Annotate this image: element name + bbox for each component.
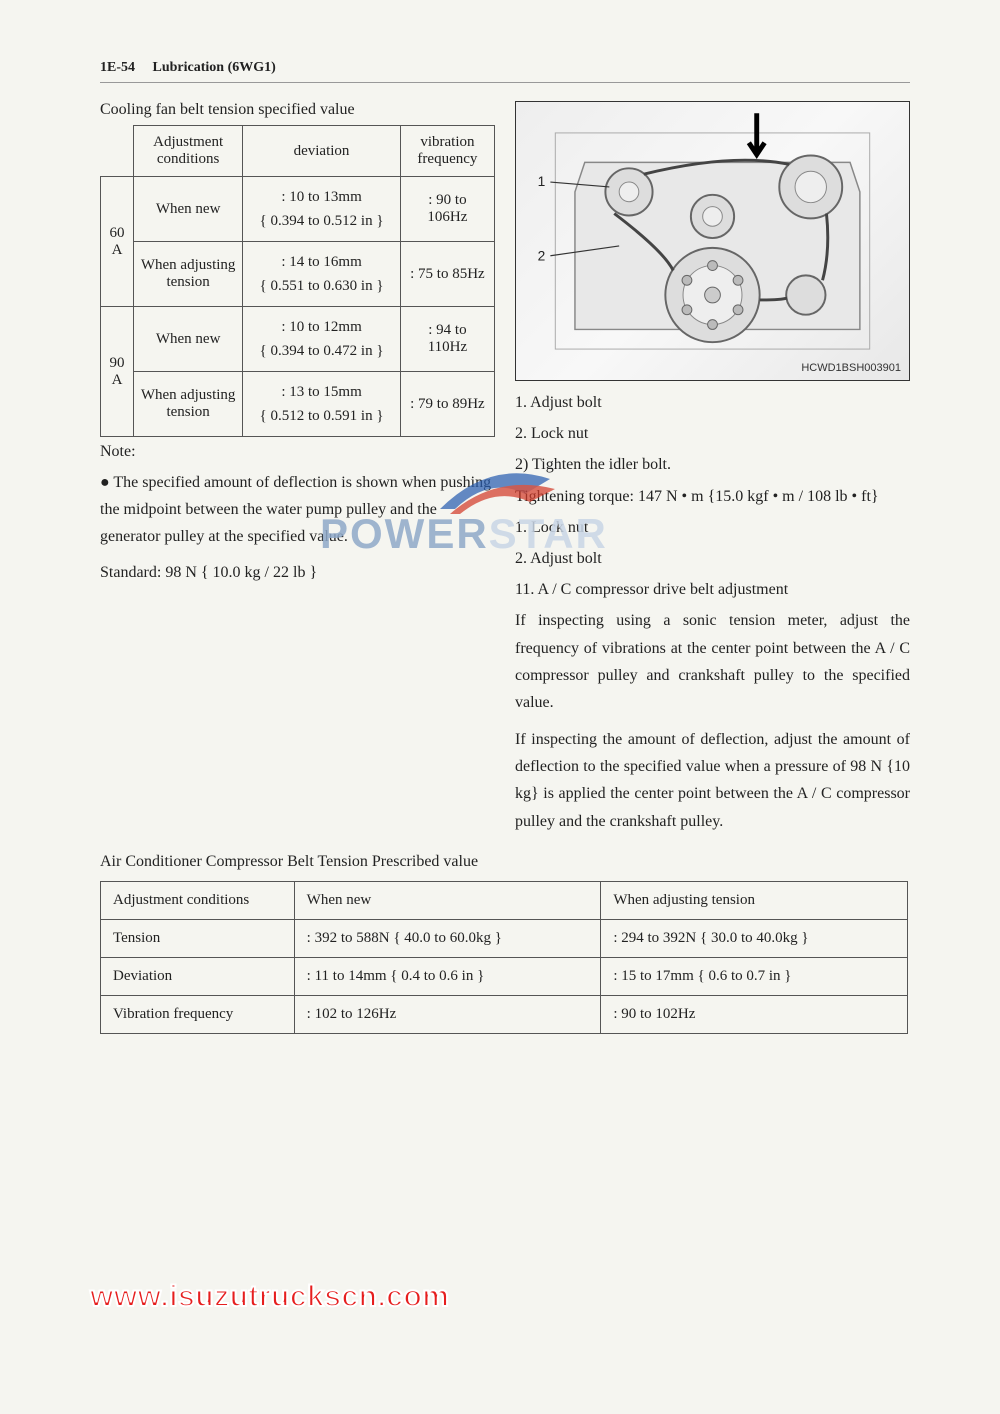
section-11: 11. A / C compressor drive belt adjustme… bbox=[515, 576, 910, 603]
watermark-url: www.isuzutruckscn.com bbox=[90, 1280, 449, 1314]
th-adj: Adjustment conditions bbox=[134, 126, 243, 177]
t2-h2: When adjusting tension bbox=[601, 881, 908, 919]
freq: : 94 to 110Hz bbox=[400, 307, 494, 372]
deflection-note: ● The specified amount of deflection is … bbox=[100, 469, 495, 551]
list2-2: 2. Adjust bolt bbox=[515, 545, 910, 572]
amp-90a: 90 A bbox=[101, 307, 134, 437]
th-dev: deviation bbox=[243, 126, 401, 177]
svg-text:2: 2 bbox=[538, 249, 546, 264]
freq: : 90 to 106Hz bbox=[400, 177, 494, 242]
page-number: 1E-54 bbox=[100, 60, 135, 75]
p1: If inspecting using a sonic tension mete… bbox=[515, 607, 910, 716]
table2-title: Air Conditioner Compressor Belt Tension … bbox=[100, 853, 910, 871]
list2-1: 1. Lock nut bbox=[515, 514, 910, 541]
t2-h1: When new bbox=[294, 881, 601, 919]
step-2: 2) Tighten the idler bolt. bbox=[515, 451, 910, 478]
belt-tension-table: Adjustment conditions deviation vibratio… bbox=[100, 125, 495, 437]
amp-60a: 60 A bbox=[101, 177, 134, 307]
freq: : 75 to 85Hz bbox=[400, 242, 494, 307]
dev: : 13 to 15mm { 0.512 to 0.591 in } bbox=[243, 372, 401, 437]
torque-spec: Tightening torque: 147 N • m {15.0 kgf •… bbox=[515, 483, 910, 510]
cond: When adjusting tension bbox=[134, 372, 243, 437]
diagram-id: HCWD1BSH003901 bbox=[801, 362, 901, 374]
freq: : 79 to 89Hz bbox=[400, 372, 494, 437]
t2-h0: Adjustment conditions bbox=[101, 881, 295, 919]
ac-belt-table: Adjustment conditions When new When adju… bbox=[100, 881, 908, 1034]
callout-1: 1. Adjust bolt bbox=[515, 389, 910, 416]
dev: : 10 to 12mm { 0.394 to 0.472 in } bbox=[243, 307, 401, 372]
callout-2: 2. Lock nut bbox=[515, 420, 910, 447]
cond: When adjusting tension bbox=[134, 242, 243, 307]
dev: : 10 to 13mm { 0.394 to 0.512 in } bbox=[243, 177, 401, 242]
page-header: 1E-54 Lubrication (6WG1) bbox=[100, 60, 910, 76]
chapter-title: Lubrication (6WG1) bbox=[153, 60, 276, 75]
note-label: Note: bbox=[100, 443, 495, 461]
p2: If inspecting the amount of deflection, … bbox=[515, 726, 910, 835]
cond: When new bbox=[134, 307, 243, 372]
table1-title: Cooling fan belt tension specified value bbox=[100, 101, 495, 119]
dev: : 14 to 16mm { 0.551 to 0.630 in } bbox=[243, 242, 401, 307]
engine-diagram: 1 2 HCWD1BSH003901 bbox=[515, 101, 910, 381]
th-freq: vibration frequency bbox=[400, 126, 494, 177]
svg-text:1: 1 bbox=[538, 174, 546, 189]
cond: When new bbox=[134, 177, 243, 242]
header-rule bbox=[100, 82, 910, 83]
standard-value: Standard: 98 N { 10.0 kg / 22 lb } bbox=[100, 559, 495, 586]
